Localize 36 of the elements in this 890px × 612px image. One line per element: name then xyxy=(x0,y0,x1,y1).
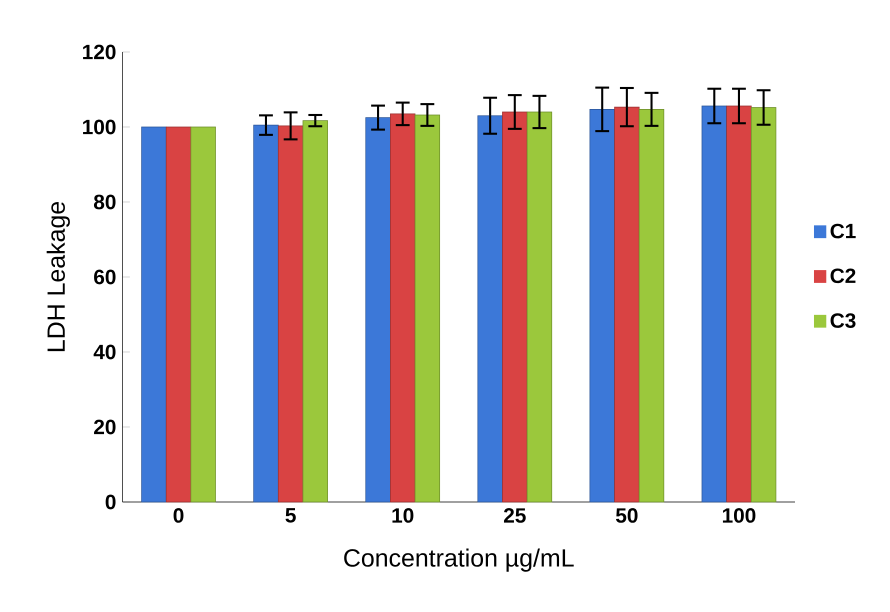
y-tick-label: 80 xyxy=(94,194,116,210)
x-tick-label: 5 xyxy=(286,508,296,523)
bar xyxy=(253,124,279,502)
bar xyxy=(278,126,304,502)
bar xyxy=(726,106,752,502)
x-axis-title: Concentration µg/mL xyxy=(344,548,574,572)
bar xyxy=(166,126,192,502)
x-tick-label: 100 xyxy=(722,508,756,523)
bar xyxy=(302,120,328,502)
bar xyxy=(502,112,528,502)
x-tick-label: 0 xyxy=(174,508,184,523)
y-tick-label: 60 xyxy=(94,270,116,284)
bar xyxy=(190,126,216,502)
y-axis-title: LDH Leakage xyxy=(46,202,70,352)
bar xyxy=(526,112,552,502)
bar xyxy=(750,107,776,502)
bar xyxy=(390,114,416,502)
bar xyxy=(141,126,167,502)
y-tick-label: 120 xyxy=(83,44,116,60)
y-tick-label: 100 xyxy=(83,120,116,134)
x-tick-label: 25 xyxy=(504,508,526,523)
legend-label: C3 xyxy=(830,313,856,328)
bar xyxy=(590,109,615,502)
bar xyxy=(702,106,727,502)
bar xyxy=(414,114,440,502)
x-tick-label: 10 xyxy=(392,508,414,523)
y-tick-label: 0 xyxy=(106,494,116,510)
bar xyxy=(614,106,640,502)
bar xyxy=(477,115,503,502)
bar xyxy=(365,117,391,502)
legend-label: C1 xyxy=(830,224,856,238)
legend-label: C2 xyxy=(830,268,856,284)
y-tick-label: 20 xyxy=(94,420,116,434)
x-tick-label: 50 xyxy=(616,508,638,523)
y-tick-label: 40 xyxy=(94,344,116,360)
bar xyxy=(638,109,664,502)
